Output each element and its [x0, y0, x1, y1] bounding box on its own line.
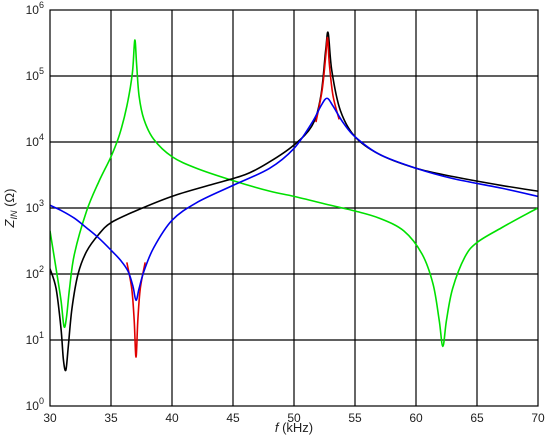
series-line-4 [50, 97, 538, 302]
series-line-0 [50, 39, 538, 348]
x-tick-label: 45 [226, 411, 240, 425]
y-tick-label: 104 [26, 132, 44, 149]
x-tick-label: 55 [348, 411, 362, 425]
y-tick-label: 102 [26, 264, 44, 281]
x-tick-label: 30 [43, 411, 57, 425]
x-tick-label: 35 [104, 411, 118, 425]
series-layer [50, 31, 538, 372]
y-tick-labels: 100 101 102 103 104 105 106 [26, 0, 44, 413]
grid-lines [50, 10, 538, 406]
x-axis-label: f (kHz) [275, 420, 313, 435]
x-tick-label: 40 [165, 411, 179, 425]
series-line-3 [315, 36, 340, 123]
y-tick-label: 106 [26, 0, 44, 17]
x-tick-label: 60 [409, 411, 423, 425]
x-tick-labels: 30 35 40 45 50 55 60 65 70 [43, 411, 545, 425]
y-tick-label: 103 [26, 198, 44, 215]
y-tick-label: 101 [26, 330, 44, 347]
plot-frame [49, 9, 539, 407]
x-tick-label: 65 [470, 411, 484, 425]
x-tick-label: 70 [531, 411, 545, 425]
y-tick-label: 100 [26, 396, 44, 413]
x-tick-label: 50 [287, 411, 301, 425]
series-line-2 [126, 262, 146, 358]
y-axis-label: ZIN (Ω) [2, 189, 19, 229]
y-tick-label: 105 [26, 66, 44, 83]
